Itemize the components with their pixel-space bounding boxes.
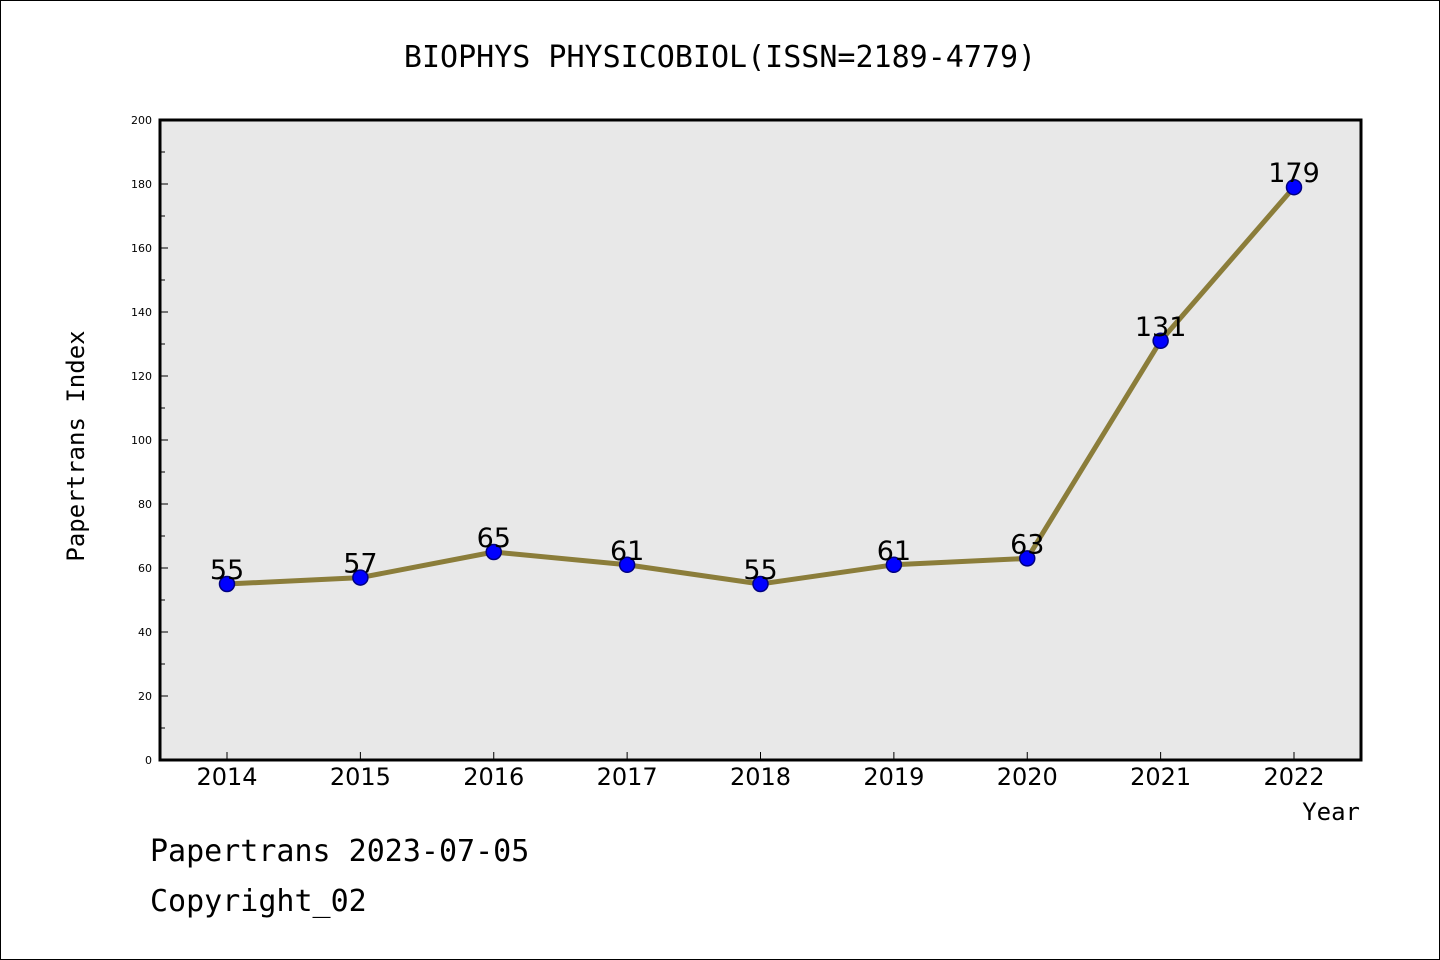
data-point-2017 [618,556,636,574]
plot-frame [158,118,1363,762]
data-label: 131 [1135,312,1187,343]
data-label: 57 [343,549,377,580]
y-tick-label: 20 [138,690,152,703]
data-label-group: 55 57 65 61 55 61 63 131 179 [210,158,1320,586]
data-point-2019 [885,556,903,574]
data-label: 61 [877,536,911,567]
y-tick-label: 40 [138,626,152,639]
data-label: 55 [743,555,777,586]
footer-copyright: Copyright_02 [150,884,367,919]
y-axis: 0 20 40 60 80 100 120 140 160 180 200 [131,114,168,767]
x-tick-label: 2015 [330,763,391,791]
x-axis: 2014 2015 2016 2017 2018 2019 2020 2021 2022 [196,752,1325,791]
y-tick-label: 140 [131,306,152,319]
data-label: 63 [1010,529,1044,560]
footer-date: Papertrans 2023-07-05 [150,834,530,869]
x-tick-label: 2021 [1130,763,1191,791]
y-axis-label: Papertrans Index [62,330,90,561]
x-tick-label: 2022 [1263,763,1324,791]
y-tick-label: 180 [131,178,152,191]
marker-group [218,178,1303,593]
chart-title: BIOPHYS PHYSICOBIOL(ISSN=2189-4779) [404,40,1036,75]
data-label: 179 [1268,158,1320,189]
x-tick-label: 2020 [997,763,1058,791]
y-tick-label: 160 [131,242,152,255]
y-tick-label: 0 [145,754,152,767]
data-label: 65 [477,523,511,554]
data-point-2021 [1152,332,1169,350]
data-label: 61 [610,536,644,567]
x-tick-label: 2017 [597,763,658,791]
data-point-2014 [218,575,236,593]
y-tick-label: 60 [138,562,152,575]
x-tick-label: 2018 [730,763,791,791]
data-label: 55 [210,555,244,586]
x-tick-label: 2019 [863,763,924,791]
x-tick-label: 2016 [463,763,524,791]
x-tick-label: 2014 [196,763,257,791]
y-tick-label: 120 [131,370,152,383]
x-axis-label: Year [1302,798,1360,826]
plot-area [160,120,1361,760]
data-point-2022 [1285,178,1303,196]
y-tick-label: 200 [131,114,152,127]
y-tick-label: 100 [131,434,152,447]
y-tick-label: 80 [138,498,152,511]
data-point-2018 [752,575,769,593]
data-point-2020 [1019,550,1036,567]
data-point-2016 [485,543,502,561]
data-point-2015 [352,569,369,586]
